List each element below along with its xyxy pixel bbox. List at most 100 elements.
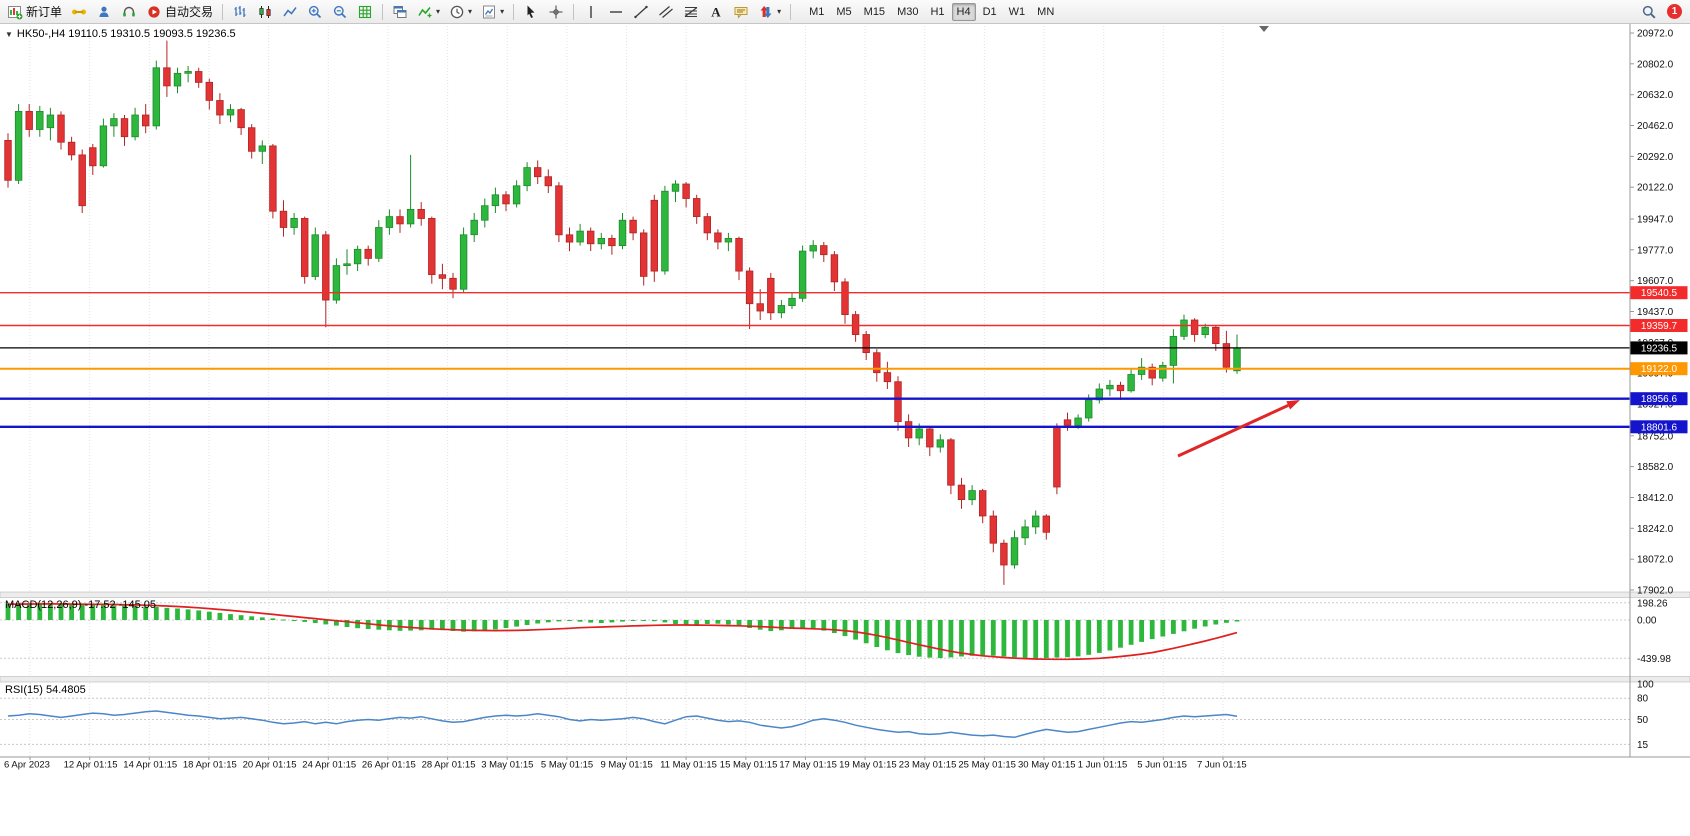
svg-text:198.26: 198.26 — [1637, 598, 1668, 609]
candle — [269, 144, 277, 219]
rsi-line — [7, 710, 1238, 739]
candle — [650, 194, 658, 282]
candle — [131, 107, 139, 141]
timeframe-w1-button[interactable]: W1 — [1008, 5, 1026, 18]
zoom-out-button[interactable] — [328, 2, 352, 22]
svg-text:80: 80 — [1637, 694, 1649, 705]
toolbar-separator — [382, 3, 384, 20]
auto-trading-button[interactable]: 自动交易 — [142, 2, 217, 22]
trend-arrow-annotation[interactable] — [1177, 400, 1300, 458]
cursor-icon — [527, 5, 535, 18]
fibonacci-button[interactable] — [679, 2, 703, 22]
candle — [883, 361, 892, 389]
time-axis[interactable]: 6 Apr 2023 12 Apr 01:15 14 Apr 01:15 18 Apr… — [4, 757, 1247, 771]
tile-windows-icon — [393, 5, 407, 18]
notification-badge[interactable]: 1 — [1667, 4, 1682, 19]
macd-signal-line — [7, 603, 1238, 661]
new-order-icon — [8, 5, 23, 19]
svg-text:11 May 01:15: 11 May 01:15 — [660, 760, 717, 771]
templates-button[interactable]: ▾ — [477, 2, 508, 22]
channel-button[interactable] — [654, 2, 678, 22]
timeframe-d1-button[interactable]: D1 — [982, 5, 997, 18]
support-button[interactable] — [117, 2, 141, 22]
svg-text:20462.0: 20462.0 — [1637, 121, 1674, 132]
timeframe-h4-button[interactable]: H4 — [951, 2, 976, 21]
svg-text:28 Apr 01:15: 28 Apr 01:15 — [422, 760, 476, 771]
candle — [481, 198, 489, 228]
periods-button[interactable]: ▾ — [445, 2, 476, 22]
market-watch-button[interactable] — [67, 2, 91, 22]
svg-text:17902.0: 17902.0 — [1637, 586, 1674, 597]
candle — [1169, 329, 1178, 384]
svg-text:18752.0: 18752.0 — [1637, 431, 1674, 442]
candle — [353, 245, 362, 271]
macd-axis: 198.26 0.00 -439.98 — [1637, 598, 1671, 665]
price-tag-19540.5: 19540.5 — [1630, 286, 1688, 300]
new-order-button[interactable]: 新订单 — [3, 2, 66, 22]
candle — [449, 272, 457, 299]
candle — [247, 124, 256, 159]
timeframe-mn-button[interactable]: MN — [1037, 5, 1055, 18]
zoom-in-button[interactable] — [303, 2, 327, 22]
auto-arrange-button[interactable] — [353, 2, 377, 22]
vertical-line-button[interactable] — [579, 2, 603, 22]
text-button[interactable]: A — [704, 2, 728, 22]
svg-text:3 May 01:15: 3 May 01:15 — [481, 760, 533, 771]
timeframe-m30-button[interactable]: M30 — [897, 5, 919, 18]
search-button[interactable] — [1637, 2, 1661, 22]
price-tag-18801.6: 18801.6 — [1630, 420, 1688, 434]
trendline-icon — [634, 5, 648, 18]
shapes-button[interactable]: ▾ — [754, 2, 785, 22]
profile-button[interactable] — [92, 2, 116, 22]
one-click-trading-toggle[interactable]: ▼ — [5, 29, 13, 39]
timeframe-m1-button[interactable]: M1 — [809, 5, 825, 18]
svg-text:19777.0: 19777.0 — [1637, 245, 1674, 256]
candle — [512, 180, 521, 208]
horizontal-line-button[interactable] — [604, 2, 628, 22]
candle — [184, 66, 192, 83]
candle — [756, 289, 764, 320]
candlestick-chart-button[interactable] — [253, 2, 277, 22]
bar-chart-button[interactable] — [228, 2, 252, 22]
svg-text:25 May 01:15: 25 May 01:15 — [958, 760, 1016, 771]
chart-title-text: HK50-,H4 19110.5 19310.5 19093.5 19236.5 — [16, 28, 236, 40]
crosshair-button[interactable] — [544, 2, 568, 22]
candle — [57, 111, 65, 150]
candle — [894, 376, 902, 431]
label-button[interactable] — [729, 2, 753, 22]
candle — [968, 485, 976, 506]
svg-text:50: 50 — [1637, 715, 1649, 726]
candle — [724, 232, 733, 252]
candle — [597, 232, 605, 250]
autotrade-icon — [148, 5, 160, 18]
indicators-button[interactable]: ▾ — [413, 2, 444, 22]
candle — [46, 107, 55, 141]
svg-text:19359.7: 19359.7 — [1641, 321, 1678, 332]
candle — [830, 251, 839, 291]
candle — [640, 229, 648, 286]
cursor-button[interactable] — [519, 2, 543, 22]
timeframe-h1-button[interactable]: H1 — [930, 5, 945, 18]
svg-text:15: 15 — [1637, 740, 1649, 751]
tile-windows-button[interactable] — [388, 2, 412, 22]
vertical-line-icon — [590, 5, 592, 18]
panel-separator-rsi[interactable] — [0, 676, 1690, 683]
line-chart-button[interactable] — [278, 2, 302, 22]
candle — [576, 223, 584, 246]
timeframe-m5-button[interactable]: M5 — [836, 5, 852, 18]
panel-separator-macd[interactable] — [0, 591, 1690, 598]
candle — [555, 182, 563, 242]
candle — [671, 180, 680, 203]
price-tag-19122.0: 19122.0 — [1630, 362, 1688, 376]
candle — [777, 300, 786, 319]
candle — [78, 149, 86, 213]
svg-text:24 Apr 01:15: 24 Apr 01:15 — [302, 760, 356, 771]
candle — [989, 510, 997, 553]
timeframe-m15-button[interactable]: M15 — [863, 5, 886, 18]
trendline-button[interactable] — [629, 2, 653, 22]
svg-text:26 Apr 01:15: 26 Apr 01:15 — [362, 760, 416, 771]
candle — [661, 185, 669, 275]
scroll-shift-marker[interactable] — [1259, 26, 1269, 32]
svg-text:19540.5: 19540.5 — [1641, 288, 1678, 299]
candle — [1010, 530, 1019, 569]
